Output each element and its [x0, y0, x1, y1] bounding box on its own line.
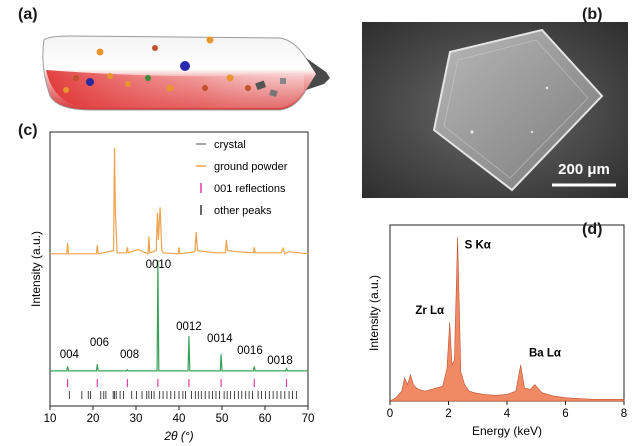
x-tick-label: 60 [259, 413, 272, 425]
y-axis-label: Intensity (a.u.) [29, 231, 43, 307]
melt [46, 70, 304, 108]
x-tick-label: 10 [44, 413, 57, 425]
peak-label: 008 [120, 349, 139, 361]
crystal-platelet [432, 28, 604, 192]
x-tick-label: 4 [504, 408, 511, 420]
peak-label: 0018 [267, 355, 293, 367]
x-tick-label: 50 [216, 413, 229, 425]
x-tick-label: 0 [387, 408, 393, 420]
peak-label: 0016 [237, 345, 263, 357]
peak-annotation: Zr Lα [415, 305, 444, 317]
peak-label: 006 [90, 337, 109, 349]
x-tick-label: 70 [302, 413, 315, 425]
series-line-ground-powder [50, 147, 309, 255]
panel-label-c: (c) [18, 122, 38, 139]
legend-label: crystal [214, 139, 246, 151]
y-axis-label: Intensity (a.u.) [367, 275, 381, 351]
x-tick-label: 2 [445, 408, 451, 420]
x-tick-label: 40 [173, 413, 186, 425]
legend-label: other peaks [214, 205, 272, 217]
sem-image: 200 μm [362, 22, 628, 198]
ampoule-illustration [42, 35, 330, 111]
x-tick-label: 8 [621, 408, 627, 420]
scale-bar-label: 200 μm [558, 161, 610, 178]
particles [63, 36, 286, 97]
legend-label: 001 reflections [214, 183, 286, 195]
x-tick-label: 30 [130, 413, 143, 425]
x-axis-label: Energy (keV) [472, 424, 542, 438]
panel-label-b: (b) [582, 6, 603, 23]
peak-label: 004 [60, 349, 80, 361]
edx-spectrum-area [388, 236, 625, 402]
peak-label: 0014 [207, 333, 233, 345]
edx-chart: S Kα Zr Lα Ba Lα 0 2 4 6 8 Energy (keV) Intensity… [367, 224, 627, 438]
x-tick-label: 20 [87, 413, 100, 425]
panel-label-a: (a) [18, 6, 38, 23]
peak-label: 0010 [146, 259, 172, 271]
series-line-crystal [50, 259, 308, 372]
peak-annotation: S Kα [465, 239, 491, 251]
peak-annotation: Ba Lα [529, 348, 561, 360]
legend-label: ground powder [214, 161, 288, 173]
ampoule-tip [306, 58, 330, 90]
peak-label: 0012 [176, 321, 202, 333]
x-tick-label: 6 [562, 408, 568, 420]
x-axis-label: 2θ (°) [163, 429, 193, 443]
xrd-chart: 004 006 008 0010 0012 0014 0016 0018 10 20 30 40 50 6… [29, 131, 315, 443]
